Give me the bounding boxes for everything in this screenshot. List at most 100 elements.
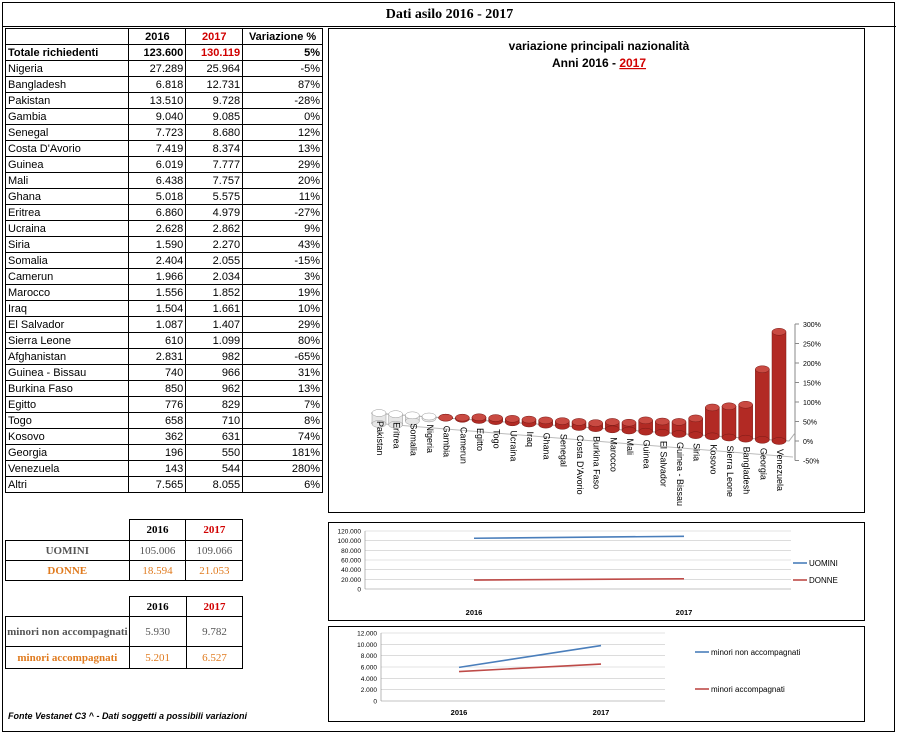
table-row: Senegal 7.723 8.680 12%	[4, 124, 323, 141]
bar-bottom	[771, 437, 787, 445]
bar-top	[505, 415, 520, 423]
value-2016: 610	[128, 332, 187, 349]
value-2016: 7.565	[128, 476, 187, 493]
bar	[471, 413, 487, 424]
variation-value: 6%	[242, 476, 323, 493]
value-2017: 631	[185, 428, 244, 445]
header-empty	[4, 28, 130, 45]
variation-value: 280%	[242, 460, 323, 477]
bar-bottom	[621, 426, 637, 435]
gender-chart-panel: 0 20.000 40.000 60.000 80.000 100.000 120.000 2…	[328, 522, 865, 621]
value-2017: 9.085	[185, 108, 244, 125]
variation-value: 181%	[242, 444, 323, 461]
x-tick-label: 2017	[593, 708, 610, 717]
country-name: Afghanistan	[4, 348, 130, 365]
x-tick-label: Pakistan	[375, 421, 385, 456]
y-tick-label: 120.000	[338, 529, 362, 536]
minors-label-accompanied: minori accompagnati	[5, 646, 130, 669]
gender-label-women: DONNE	[5, 560, 130, 581]
country-name: Senegal	[4, 124, 130, 141]
table-row: Totale richiedenti 123.600 130.119 5%	[4, 44, 323, 61]
bar-bottom	[738, 434, 753, 443]
bar	[488, 414, 503, 425]
bar-top	[388, 410, 403, 418]
y-tick-label: 100.000	[338, 538, 362, 545]
bar-top	[605, 418, 620, 426]
value-2016: 7.723	[128, 124, 187, 141]
country-name: Ghana	[4, 188, 130, 205]
bar-top	[438, 413, 453, 422]
y-tick-label: 60.000	[341, 558, 361, 565]
bar-bottom	[605, 425, 620, 434]
bar-top	[421, 412, 437, 421]
value-2016: 9.040	[128, 108, 187, 125]
bar	[621, 418, 637, 435]
gender-women-2017: 21.053	[185, 560, 244, 581]
bar	[521, 415, 537, 428]
series-line	[473, 535, 685, 540]
y-tick-label: 2.000	[361, 687, 378, 694]
table-row: Afghanistan 2.831 982 -65%	[4, 348, 323, 365]
series-line	[458, 644, 602, 669]
value-2017: 8.374	[185, 140, 244, 157]
value-2016: 6.860	[128, 204, 187, 221]
variation-value: 20%	[242, 172, 323, 189]
bar-top	[371, 409, 387, 417]
country-name: Costa D'Avorio	[4, 140, 130, 157]
bar	[688, 414, 703, 439]
value-2016: 7.419	[128, 140, 187, 157]
bar	[571, 418, 587, 431]
value-2017: 4.979	[185, 204, 244, 221]
x-tick-label: 2016	[466, 608, 483, 617]
country-name: Bangladesh	[4, 76, 130, 93]
value-2016: 2.404	[128, 252, 187, 269]
header-2017: 2017	[185, 28, 244, 45]
x-tick-label: Eritrea	[392, 422, 402, 449]
x-tick-label: Georgia	[758, 448, 768, 480]
bar-top	[405, 411, 420, 420]
country-name: Egitto	[4, 396, 130, 413]
y-tick-label: 12.000	[357, 631, 377, 638]
value-2017: 829	[185, 396, 244, 413]
legend-label: minori non accompagnati	[711, 648, 801, 657]
variation-value: 74%	[242, 428, 323, 445]
variation-value: 8%	[242, 412, 323, 429]
bar-bottom	[721, 433, 737, 442]
value-2016: 1.590	[128, 236, 187, 253]
series-line	[458, 663, 602, 673]
value-2016: 123.600	[128, 44, 187, 61]
series-line	[473, 578, 685, 581]
y-tick-label: 0%	[803, 439, 813, 446]
value-2016: 5.018	[128, 188, 187, 205]
x-tick-label: Togo	[492, 429, 502, 449]
country-name: Totale richiedenti	[4, 44, 130, 61]
value-2017: 550	[185, 444, 244, 461]
table-row: Nigeria 27.289 25.964 -5%	[4, 60, 323, 77]
value-2017: 9.728	[185, 92, 244, 109]
bar-top	[455, 413, 470, 422]
table-row: Iraq 1.504 1.661 10%	[4, 300, 323, 317]
gender-line-chart: 0 20.000 40.000 60.000 80.000 100.000 120.000 2…	[338, 529, 838, 618]
value-2017: 7.777	[185, 156, 244, 173]
table-row: Togo 658 710 8%	[4, 412, 323, 429]
variation-value: 13%	[242, 140, 323, 157]
bar-top	[588, 419, 603, 427]
bar-body	[738, 404, 753, 439]
bar-top	[755, 365, 770, 373]
bar-top	[688, 414, 703, 423]
value-2017: 1.407	[185, 316, 244, 333]
minors-table: 2016 2017 minori non accompagnati 5.930 …	[5, 596, 323, 669]
minors-chart-panel: 0 2.000 4.000 6.000 8.000 10.000 12.000 2016 201…	[328, 626, 865, 722]
header-2016: 2016	[128, 28, 187, 45]
bar-top	[488, 414, 503, 422]
table-row: Marocco 1.556 1.852 19%	[4, 284, 323, 301]
table-row: Mali 6.438 7.757 20%	[4, 172, 323, 189]
country-name: Altri	[4, 476, 130, 493]
country-name: Guinea	[4, 156, 130, 173]
value-2016: 776	[128, 396, 187, 413]
bar-body	[771, 331, 787, 442]
nationality-table: 2016 2017 Variazione % Totale richiedent…	[4, 28, 323, 493]
country-name: Somalia	[4, 252, 130, 269]
table-row: Ghana 5.018 5.575 11%	[4, 188, 323, 205]
value-2016: 362	[128, 428, 187, 445]
